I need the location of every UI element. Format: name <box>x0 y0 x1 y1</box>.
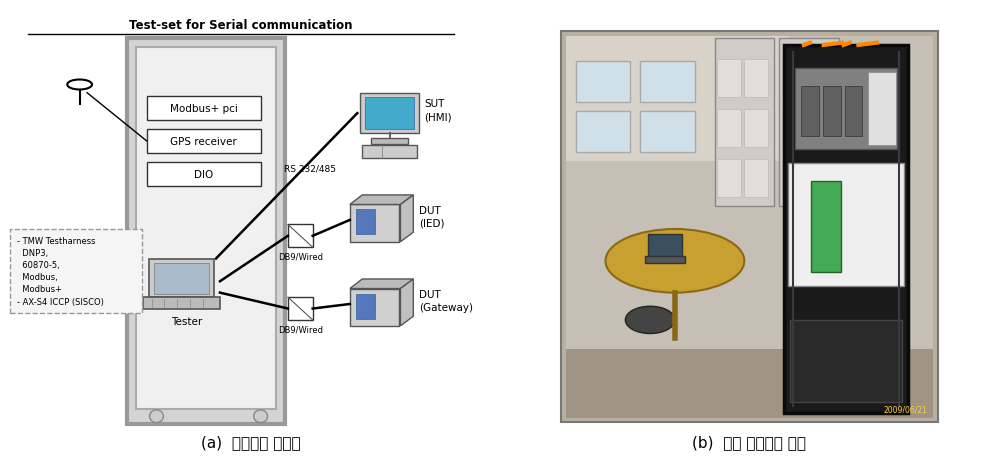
Text: Test-set for Serial communication: Test-set for Serial communication <box>129 19 353 32</box>
Text: DUT
(Gateway): DUT (Gateway) <box>419 289 473 312</box>
Ellipse shape <box>625 307 675 334</box>
Text: (b)  실제 시험장치 사진: (b) 실제 시험장치 사진 <box>692 435 806 449</box>
FancyBboxPatch shape <box>790 320 902 402</box>
Text: 2009/06/21: 2009/06/21 <box>884 404 928 413</box>
FancyBboxPatch shape <box>648 234 682 257</box>
FancyBboxPatch shape <box>788 164 904 286</box>
FancyBboxPatch shape <box>640 62 695 102</box>
FancyBboxPatch shape <box>127 39 285 425</box>
FancyBboxPatch shape <box>782 60 805 98</box>
FancyBboxPatch shape <box>362 146 417 159</box>
Text: Tester: Tester <box>171 317 202 326</box>
FancyBboxPatch shape <box>371 139 408 145</box>
FancyBboxPatch shape <box>801 87 819 136</box>
FancyBboxPatch shape <box>147 97 261 121</box>
FancyBboxPatch shape <box>10 230 142 313</box>
FancyBboxPatch shape <box>784 46 908 413</box>
Text: DB9/Wired: DB9/Wired <box>278 325 323 334</box>
Text: SUT
(HMI): SUT (HMI) <box>424 99 452 122</box>
FancyBboxPatch shape <box>147 130 261 153</box>
FancyBboxPatch shape <box>744 60 768 98</box>
Polygon shape <box>350 280 413 289</box>
FancyBboxPatch shape <box>809 159 833 198</box>
FancyBboxPatch shape <box>365 98 414 130</box>
FancyBboxPatch shape <box>154 263 209 294</box>
Text: DUT
(IED): DUT (IED) <box>419 205 445 229</box>
FancyBboxPatch shape <box>561 32 938 422</box>
Polygon shape <box>400 280 413 326</box>
FancyBboxPatch shape <box>744 159 768 198</box>
FancyBboxPatch shape <box>717 109 741 148</box>
Polygon shape <box>400 196 413 242</box>
FancyBboxPatch shape <box>350 289 399 326</box>
Text: DIO: DIO <box>194 170 213 179</box>
FancyBboxPatch shape <box>717 159 741 198</box>
FancyBboxPatch shape <box>782 109 805 148</box>
FancyBboxPatch shape <box>356 294 375 319</box>
FancyBboxPatch shape <box>288 297 313 320</box>
Polygon shape <box>350 196 413 205</box>
Text: (a)  시험장치 구성도: (a) 시험장치 구성도 <box>201 435 301 449</box>
FancyBboxPatch shape <box>845 87 862 136</box>
FancyBboxPatch shape <box>576 62 630 102</box>
FancyBboxPatch shape <box>717 60 741 98</box>
FancyBboxPatch shape <box>811 182 841 273</box>
FancyBboxPatch shape <box>136 48 276 409</box>
FancyBboxPatch shape <box>809 109 833 148</box>
FancyBboxPatch shape <box>576 112 630 152</box>
Ellipse shape <box>67 80 92 90</box>
Circle shape <box>254 410 268 423</box>
Text: Modbus+ pci: Modbus+ pci <box>170 104 238 114</box>
FancyBboxPatch shape <box>744 109 768 148</box>
FancyBboxPatch shape <box>640 112 695 152</box>
FancyBboxPatch shape <box>809 60 833 98</box>
Text: GPS receiver: GPS receiver <box>170 136 237 146</box>
FancyBboxPatch shape <box>715 39 774 207</box>
FancyBboxPatch shape <box>288 225 313 248</box>
FancyBboxPatch shape <box>782 159 805 198</box>
FancyBboxPatch shape <box>350 205 399 242</box>
FancyBboxPatch shape <box>645 257 685 263</box>
FancyBboxPatch shape <box>795 68 897 150</box>
FancyBboxPatch shape <box>566 350 933 418</box>
Text: - TMW Testharness
  DNP3,
  60870-5,
  Modbus,
  Modbus+
- AX-S4 ICCP (SISCO): - TMW Testharness DNP3, 60870-5, Modbus,… <box>17 236 104 306</box>
FancyBboxPatch shape <box>356 210 375 235</box>
FancyBboxPatch shape <box>149 259 214 297</box>
Text: RS 232/485: RS 232/485 <box>284 164 336 173</box>
Ellipse shape <box>606 230 744 293</box>
Text: DB9/Wired: DB9/Wired <box>278 252 323 261</box>
FancyBboxPatch shape <box>360 94 419 134</box>
FancyBboxPatch shape <box>143 297 220 309</box>
FancyBboxPatch shape <box>566 37 933 418</box>
FancyBboxPatch shape <box>823 87 841 136</box>
FancyBboxPatch shape <box>566 37 789 162</box>
Circle shape <box>150 410 163 423</box>
FancyBboxPatch shape <box>147 163 261 186</box>
FancyBboxPatch shape <box>868 73 896 146</box>
FancyBboxPatch shape <box>779 39 839 207</box>
